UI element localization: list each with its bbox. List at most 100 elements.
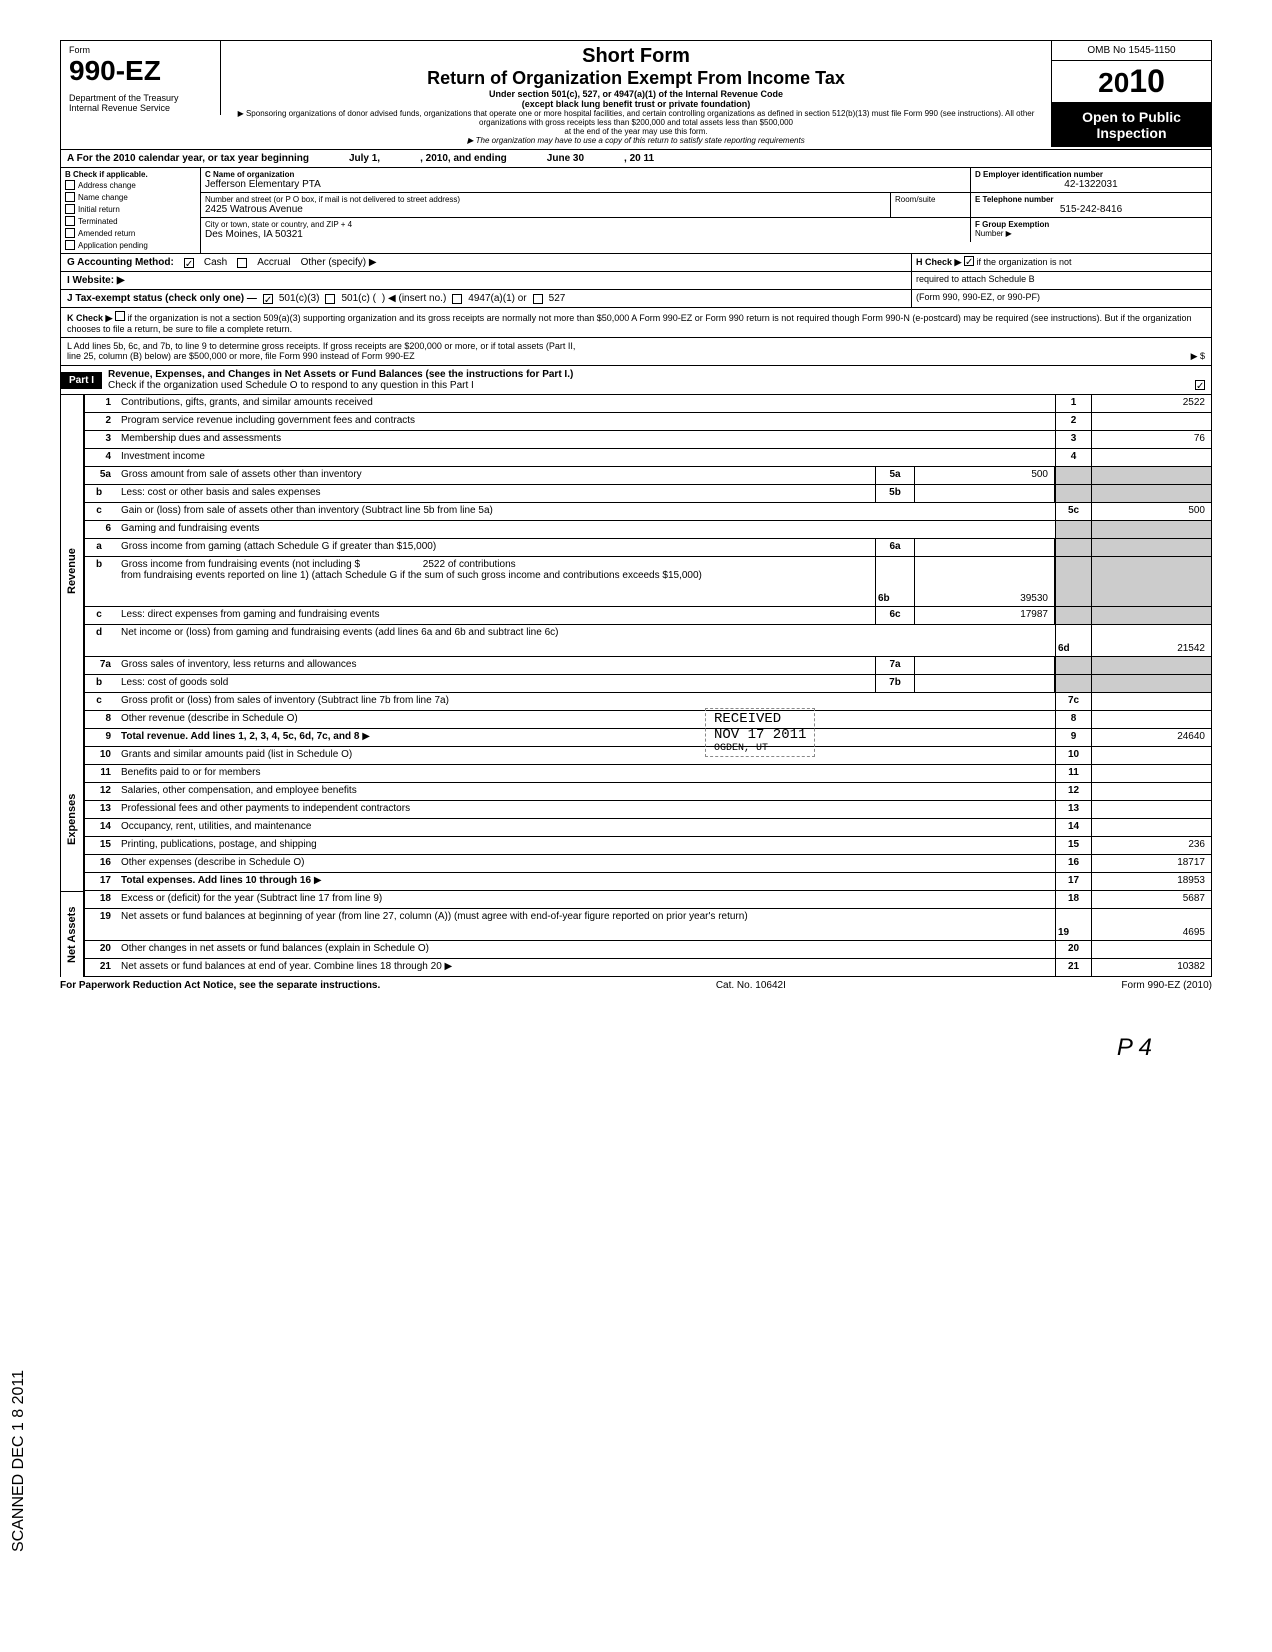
line-19-no: 19 [85, 909, 117, 940]
line-13-box: 13 [1055, 801, 1091, 818]
line-2-text: Program service revenue including govern… [121, 415, 415, 426]
line-6c-midval: 17987 [915, 607, 1055, 624]
check-name-label: Name change [78, 193, 128, 202]
line-21-val: 10382 [1091, 959, 1211, 976]
line-17-box: 17 [1055, 873, 1091, 890]
form-prefix: Form [69, 45, 212, 55]
opt-527: 527 [549, 293, 566, 304]
line-15-no: 15 [85, 837, 117, 854]
line-6c-no: c [85, 607, 117, 624]
line-1-val: 2522 [1091, 395, 1211, 412]
checkbox-initial[interactable] [65, 204, 75, 214]
line-6c-endbox [1055, 607, 1091, 624]
line-10-text: Grants and similar amounts paid (list in… [121, 749, 352, 760]
section-k-label: K Check ▶ [67, 313, 112, 323]
line-6d-val: 21542 [1091, 625, 1211, 656]
checkbox-address[interactable] [65, 180, 75, 190]
stamp-ogden: OGDEN, UT [714, 743, 806, 754]
checkbox-527[interactable] [533, 294, 543, 304]
stamp-received: RECEIVED [714, 711, 806, 727]
checkbox-k[interactable] [115, 311, 125, 321]
line-19-val: 4695 [1091, 909, 1211, 940]
section-h-text: if the organization is not [976, 257, 1071, 267]
line-7c-no: c [85, 693, 117, 710]
line-6b-midno: 6b [875, 557, 915, 606]
checkbox-501c[interactable] [325, 294, 335, 304]
stamp-date: NOV 17 2011 [714, 727, 806, 743]
line-3-text: Membership dues and assessments [121, 433, 281, 444]
line-6-text: Gaming and fundraising events [121, 523, 259, 534]
line-5a-no: 5a [85, 467, 117, 484]
line-9-box: 9 [1055, 729, 1091, 746]
checkbox-terminated[interactable] [65, 216, 75, 226]
line-18-text: Excess or (deficit) for the year (Subtra… [121, 893, 382, 904]
line-3-val: 76 [1091, 431, 1211, 448]
line-7a-endbox [1055, 657, 1091, 674]
ein: 42-1322031 [975, 179, 1207, 190]
line-6b-endbox [1055, 557, 1091, 606]
year-suffix: 10 [1129, 63, 1165, 99]
inspection-text: Inspection [1058, 125, 1205, 141]
line-14-no: 14 [85, 819, 117, 836]
checkbox-h[interactable] [964, 256, 974, 266]
section-k: K Check ▶ if the organization is not a s… [60, 308, 1212, 338]
city-label: City or town, state or country, and ZIP … [205, 220, 966, 229]
section-l-text: L Add lines 5b, 6c, and 7b, to line 9 to… [67, 341, 1205, 351]
line-5c-val: 500 [1091, 503, 1211, 520]
section-f-label: F Group Exemption [975, 220, 1207, 229]
line-6b-midval: 39530 [915, 557, 1055, 606]
line-7b-midval [915, 675, 1055, 692]
checkbox-accrual[interactable] [237, 258, 247, 268]
checkbox-501c3[interactable] [263, 294, 273, 304]
checkbox-4947[interactable] [452, 294, 462, 304]
line-9-no: 9 [85, 729, 117, 746]
checkbox-amended[interactable] [65, 228, 75, 238]
page-mark: P 4 [60, 994, 1212, 1062]
section-a-row: A For the 2010 calendar year, or tax yea… [60, 150, 1212, 168]
note1: ▶ Sponsoring organizations of donor advi… [225, 109, 1047, 127]
check-amended-label: Amended return [78, 229, 135, 238]
dept-line2: Internal Revenue Service [69, 103, 212, 113]
expenses-section: Expenses 10Grants and similar amounts pa… [60, 747, 1212, 891]
line-8-no: 8 [85, 711, 117, 728]
cash-label: Cash [204, 257, 227, 268]
line-5a-endbox [1055, 467, 1091, 484]
line-7a-endval [1091, 657, 1211, 674]
line-17-text: Total expenses. Add lines 10 through 16 [121, 875, 311, 886]
section-g-h-row: G Accounting Method: Cash Accrual Other … [60, 254, 1212, 272]
line-6-box [1055, 521, 1091, 538]
line-16-no: 16 [85, 855, 117, 872]
part1-title: Revenue, Expenses, and Changes in Net As… [108, 369, 1205, 380]
omb-number: OMB No 1545-1150 [1051, 41, 1211, 61]
part1-check-text: Check if the organization used Schedule … [108, 380, 474, 391]
line-17-val: 18953 [1091, 873, 1211, 890]
line-6a-midno: 6a [875, 539, 915, 556]
line-14-text: Occupancy, rent, utilities, and maintena… [121, 821, 311, 832]
form-number-box: Form 990-EZ [61, 41, 221, 91]
part1-label: Part I [61, 372, 102, 389]
line-5c-box: 5c [1055, 503, 1091, 520]
section-h-text2: required to attach Schedule B [911, 272, 1211, 289]
line-14-box: 14 [1055, 819, 1091, 836]
checkbox-part1[interactable] [1195, 380, 1205, 390]
line-15-val: 236 [1091, 837, 1211, 854]
note2: at the end of the year may use this form… [225, 127, 1047, 136]
footer-mid: Cat. No. 10642I [716, 980, 786, 991]
dept-treasury: Department of the Treasury Internal Reve… [61, 91, 221, 115]
line-5c-no: c [85, 503, 117, 520]
line-7b-endval [1091, 675, 1211, 692]
line-6c-text: Less: direct expenses from gaming and fu… [121, 609, 379, 620]
checkbox-cash[interactable] [184, 258, 194, 268]
section-a-mid: , 2010, and ending [420, 153, 507, 164]
line-20-no: 20 [85, 941, 117, 958]
line-21-box: 21 [1055, 959, 1091, 976]
checkbox-name[interactable] [65, 192, 75, 202]
line-5b-no: b [85, 485, 117, 502]
checkbox-pending[interactable] [65, 240, 75, 250]
subtitle1: Under section 501(c), 527, or 4947(a)(1)… [225, 89, 1047, 99]
line-7b-no: b [85, 675, 117, 692]
section-e-label: E Telephone number [975, 195, 1207, 204]
line-19-text: Net assets or fund balances at beginning… [121, 911, 748, 922]
part1-header: Part I Revenue, Expenses, and Changes in… [60, 366, 1212, 395]
section-c-label: C Name of organization [205, 170, 966, 179]
